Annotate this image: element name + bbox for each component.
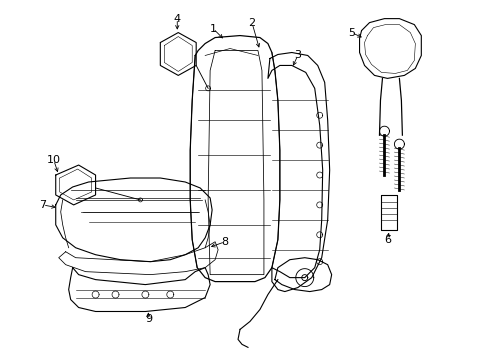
Text: 6: 6 — [383, 235, 390, 245]
Text: 10: 10 — [47, 155, 61, 165]
Text: 2: 2 — [248, 18, 255, 28]
Text: 4: 4 — [173, 14, 181, 24]
Text: 5: 5 — [347, 28, 354, 37]
Text: 7: 7 — [39, 200, 46, 210]
Text: 1: 1 — [209, 24, 216, 33]
Text: 3: 3 — [294, 50, 301, 60]
Text: 9: 9 — [144, 314, 152, 324]
Text: 8: 8 — [221, 237, 228, 247]
